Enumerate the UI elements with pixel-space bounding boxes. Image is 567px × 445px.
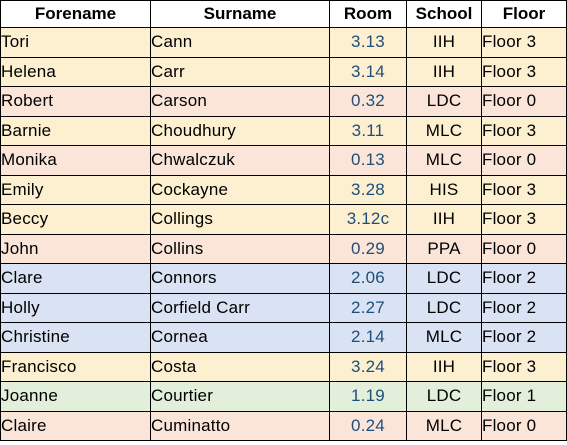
table-row: Francisco Costa 3.24 IIH Floor 3: [0, 351, 567, 382]
table-row: Emily Cockayne 3.28 HIS Floor 3: [0, 174, 567, 205]
floor-cell[interactable]: Floor 2: [481, 263, 567, 294]
room-cell[interactable]: 3.28: [329, 174, 407, 205]
forename-cell[interactable]: Holly: [0, 292, 151, 323]
school-cell[interactable]: MLC: [406, 322, 482, 353]
room-cell[interactable]: 3.14: [329, 56, 407, 87]
table-row: Beccy Collings 3.12c IIH Floor 3: [0, 204, 567, 235]
forename-cell[interactable]: Robert: [0, 86, 151, 117]
room-cell[interactable]: 0.29: [329, 233, 407, 264]
table-body: Tori Cann 3.13 IIH Floor 3 Helena Carr 3.14 IIH F…: [0, 27, 567, 441]
surname-cell[interactable]: Cornea: [150, 322, 330, 353]
forename-cell[interactable]: Tori: [0, 27, 151, 58]
school-cell[interactable]: IIH: [406, 204, 482, 235]
table-row: Tori Cann 3.13 IIH Floor 3: [0, 27, 567, 58]
school-cell[interactable]: LDC: [406, 86, 482, 117]
forename-cell[interactable]: Christine: [0, 322, 151, 353]
school-cell[interactable]: IIH: [406, 351, 482, 382]
floor-cell[interactable]: Floor 2: [481, 322, 567, 353]
surname-cell[interactable]: Cann: [150, 27, 330, 58]
header-row: Forename Surname Room School Floor: [0, 0, 567, 28]
surname-cell[interactable]: Cockayne: [150, 174, 330, 205]
surname-cell[interactable]: Carson: [150, 86, 330, 117]
school-cell[interactable]: LDC: [406, 381, 482, 412]
surname-cell[interactable]: Chwalczuk: [150, 145, 330, 176]
table-row: Helena Carr 3.14 IIH Floor 3: [0, 56, 567, 87]
surname-cell[interactable]: Choudhury: [150, 115, 330, 146]
surname-cell[interactable]: Collings: [150, 204, 330, 235]
floor-cell[interactable]: Floor 2: [481, 292, 567, 323]
floor-cell[interactable]: Floor 1: [481, 381, 567, 412]
table-row: Christine Cornea 2.14 MLC Floor 2: [0, 322, 567, 353]
surname-cell[interactable]: Collins: [150, 233, 330, 264]
surname-cell[interactable]: Costa: [150, 351, 330, 382]
school-cell[interactable]: MLC: [406, 145, 482, 176]
forename-cell[interactable]: Helena: [0, 56, 151, 87]
school-cell[interactable]: IIH: [406, 27, 482, 58]
table-row: Monika Chwalczuk 0.13 MLC Floor 0: [0, 145, 567, 176]
forename-cell[interactable]: Clare: [0, 263, 151, 294]
table-row: Robert Carson 0.32 LDC Floor 0: [0, 86, 567, 117]
column-header-room[interactable]: Room: [329, 0, 407, 28]
room-cell[interactable]: 0.24: [329, 410, 407, 441]
surname-cell[interactable]: Carr: [150, 56, 330, 87]
surname-cell[interactable]: Cuminatto: [150, 410, 330, 441]
forename-cell[interactable]: Beccy: [0, 204, 151, 235]
room-cell[interactable]: 3.12c: [329, 204, 407, 235]
surname-cell[interactable]: Courtier: [150, 381, 330, 412]
room-cell[interactable]: 1.19: [329, 381, 407, 412]
forename-cell[interactable]: Monika: [0, 145, 151, 176]
column-header-forename[interactable]: Forename: [0, 0, 151, 28]
room-cell[interactable]: 2.27: [329, 292, 407, 323]
floor-cell[interactable]: Floor 3: [481, 204, 567, 235]
floor-cell[interactable]: Floor 3: [481, 351, 567, 382]
forename-cell[interactable]: Emily: [0, 174, 151, 205]
floor-cell[interactable]: Floor 0: [481, 410, 567, 441]
school-cell[interactable]: LDC: [406, 292, 482, 323]
surname-cell[interactable]: Connors: [150, 263, 330, 294]
forename-cell[interactable]: Joanne: [0, 381, 151, 412]
column-header-surname[interactable]: Surname: [150, 0, 330, 28]
forename-cell[interactable]: Claire: [0, 410, 151, 441]
forename-cell[interactable]: Barnie: [0, 115, 151, 146]
room-cell[interactable]: 2.14: [329, 322, 407, 353]
room-cell[interactable]: 2.06: [329, 263, 407, 294]
floor-cell[interactable]: Floor 3: [481, 27, 567, 58]
table-header: Forename Surname Room School Floor: [0, 0, 567, 28]
school-cell[interactable]: IIH: [406, 56, 482, 87]
forename-cell[interactable]: Francisco: [0, 351, 151, 382]
floor-cell[interactable]: Floor 0: [481, 86, 567, 117]
floor-cell[interactable]: Floor 0: [481, 145, 567, 176]
school-cell[interactable]: MLC: [406, 410, 482, 441]
floor-cell[interactable]: Floor 3: [481, 56, 567, 87]
school-cell[interactable]: PPA: [406, 233, 482, 264]
school-cell[interactable]: HIS: [406, 174, 482, 205]
school-cell[interactable]: MLC: [406, 115, 482, 146]
surname-cell[interactable]: Corfield Carr: [150, 292, 330, 323]
table-row: John Collins 0.29 PPA Floor 0: [0, 233, 567, 264]
room-cell[interactable]: 3.13: [329, 27, 407, 58]
table-row: Barnie Choudhury 3.11 MLC Floor 3: [0, 115, 567, 146]
room-cell[interactable]: 3.11: [329, 115, 407, 146]
school-cell[interactable]: LDC: [406, 263, 482, 294]
table-row: Clare Connors 2.06 LDC Floor 2: [0, 263, 567, 294]
column-header-floor[interactable]: Floor: [481, 0, 567, 28]
table-row: Joanne Courtier 1.19 LDC Floor 1: [0, 381, 567, 412]
room-cell[interactable]: 0.32: [329, 86, 407, 117]
floor-cell[interactable]: Floor 3: [481, 174, 567, 205]
floor-cell[interactable]: Floor 0: [481, 233, 567, 264]
room-cell[interactable]: 0.13: [329, 145, 407, 176]
floor-cell[interactable]: Floor 3: [481, 115, 567, 146]
table-row: Claire Cuminatto 0.24 MLC Floor 0: [0, 410, 567, 441]
table-row: Holly Corfield Carr 2.27 LDC Floor 2: [0, 292, 567, 323]
forename-cell[interactable]: John: [0, 233, 151, 264]
room-cell[interactable]: 3.24: [329, 351, 407, 382]
column-header-school[interactable]: School: [406, 0, 482, 28]
